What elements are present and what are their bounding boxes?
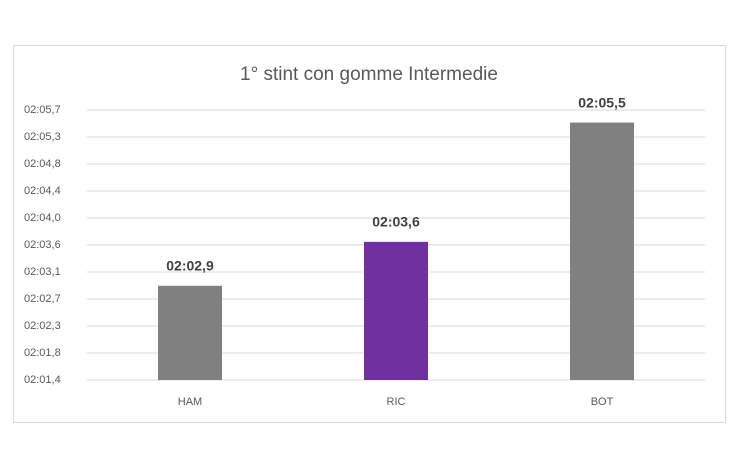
data-label: 02:05,5 [578,94,626,110]
data-label: 02:03,6 [372,214,420,230]
x-tick-label: HAM [178,396,202,408]
bar [570,122,634,380]
x-tick-label: RIC [387,396,406,408]
y-tick-label: 02:02,7 [24,293,61,305]
y-tick-label: 02:04,4 [24,185,61,197]
y-tick-label: 02:04,0 [24,212,61,224]
bar [364,241,428,380]
chart-title: 1° stint con gomme Intermedie [240,64,498,85]
y-tick-label: 02:04,8 [24,158,61,170]
x-tick-label: BOT [591,396,614,408]
bar [158,285,222,380]
y-tick-label: 02:05,7 [24,104,61,116]
y-tick-label: 02:03,1 [24,266,61,278]
y-tick-label: 02:03,6 [24,239,61,251]
y-tick-label: 02:05,3 [24,131,61,143]
y-tick-label: 02:02,3 [24,320,61,332]
y-tick-label: 02:01,4 [24,374,61,386]
y-tick-label: 02:01,8 [24,347,61,359]
data-label: 02:02,9 [166,258,214,274]
